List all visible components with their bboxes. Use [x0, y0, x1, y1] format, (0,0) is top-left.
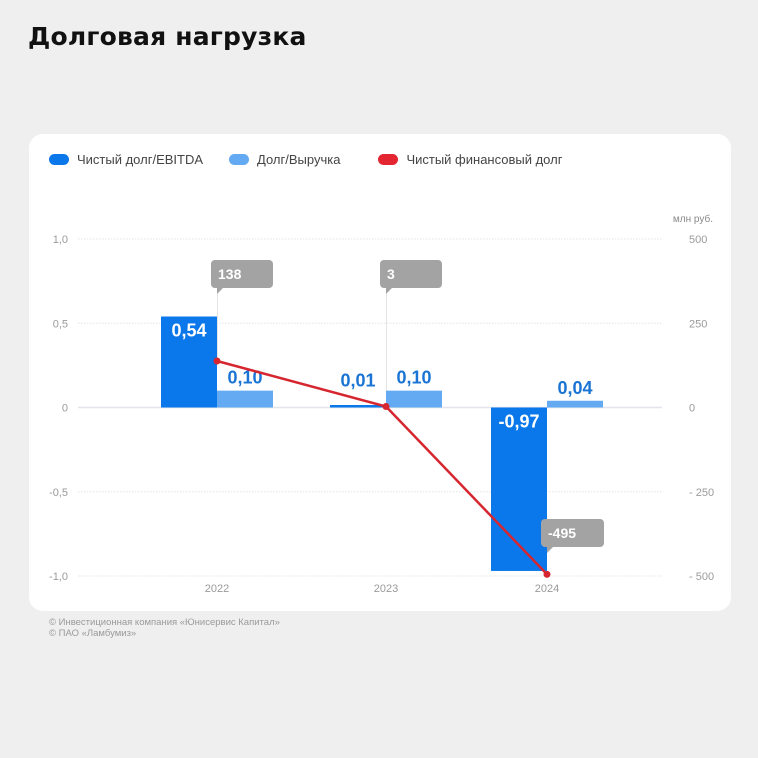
callout-pointer [386, 287, 393, 294]
callout-box [541, 519, 604, 547]
right-axis: 500 250 0 - 250 - 500 [689, 234, 714, 583]
right-axis-unit: млн руб. [673, 213, 713, 225]
bar-value-label: 0,10 [227, 368, 262, 388]
callout-pointer [547, 546, 554, 553]
left-tick-label: 1,0 [53, 234, 68, 246]
bars [161, 316, 603, 571]
bar-value-label: 0,04 [557, 378, 592, 398]
callout-leaders [217, 293, 387, 407]
bar-debt-revenue [217, 390, 273, 408]
callout-box [211, 260, 273, 288]
bar-debt-revenue [386, 390, 442, 408]
copyright-line-2: © ПАО «Ламбумиз» [49, 628, 137, 639]
left-tick-label: -1,0 [49, 571, 68, 583]
callout-box [380, 260, 442, 288]
chart-legend: Чистый долг/EBITDA Долг/Выручка Чистый ф… [49, 152, 588, 167]
legend-label: Чистый финансовый долг [406, 152, 563, 167]
left-tick-label: 0 [62, 403, 68, 415]
left-tick-label: -0,5 [49, 487, 68, 499]
x-tick-label: 2023 [374, 583, 398, 595]
footer: © Инвестиционная компания «Юнисервис Кап… [49, 617, 280, 639]
callout-label: 3 [387, 266, 395, 282]
bar-value-label: 0,54 [171, 321, 206, 341]
line-point [543, 570, 551, 578]
bar-net-debt-ebitda [161, 316, 217, 408]
callout-label: 138 [218, 266, 242, 282]
legend-item-net-debt-ebitda[interactable]: Чистый долг/EBITDA [49, 152, 203, 167]
legend-item-debt-revenue[interactable]: Долг/Выручка [229, 152, 340, 167]
line-point [382, 402, 390, 410]
legend-label: Долг/Выручка [257, 152, 341, 167]
callouts: 138 3 -495 [211, 260, 604, 553]
x-tick-label: 2024 [535, 583, 559, 595]
right-tick-label: 500 [689, 234, 707, 246]
right-tick-label: - 250 [689, 487, 714, 499]
bar-value-label: -0,97 [498, 412, 539, 432]
callout-label: -495 [548, 525, 576, 541]
chart-card: Чистый долг/EBITDA Долг/Выручка Чистый ф… [29, 134, 731, 611]
x-axis: 2022 2023 2024 [205, 583, 559, 595]
right-tick-label: - 500 [689, 571, 714, 583]
legend-item-net-financial-debt[interactable]: Чистый финансовый долг [378, 152, 562, 167]
net-financial-debt-line [213, 357, 551, 578]
bar-debt-revenue [547, 400, 603, 408]
right-tick-label: 250 [689, 318, 707, 330]
line-point [213, 357, 221, 365]
page-title: Долговая нагрузка [28, 22, 307, 51]
legend-swatch-icon [229, 154, 250, 165]
bar-labels: 0,54 0,10 0,01 0,10 -0,97 0,04 [171, 321, 592, 432]
x-tick-label: 2022 [205, 583, 229, 595]
legend-swatch-icon [49, 154, 69, 165]
right-tick-label: 0 [689, 403, 695, 415]
legend-swatch-icon [378, 154, 399, 165]
bar-value-label: 0,10 [396, 368, 431, 388]
copyright-line-1: © Инвестиционная компания «Юнисервис Кап… [49, 617, 280, 628]
left-tick-label: 0,5 [53, 318, 68, 330]
bar-net-debt-ebitda [330, 405, 386, 408]
left-axis: 1,0 0,5 0 -0,5 -1,0 [49, 234, 68, 583]
legend-label: Чистый долг/EBITDA [77, 152, 204, 167]
callout-pointer [217, 287, 224, 294]
bar-value-label: 0,01 [340, 371, 375, 391]
